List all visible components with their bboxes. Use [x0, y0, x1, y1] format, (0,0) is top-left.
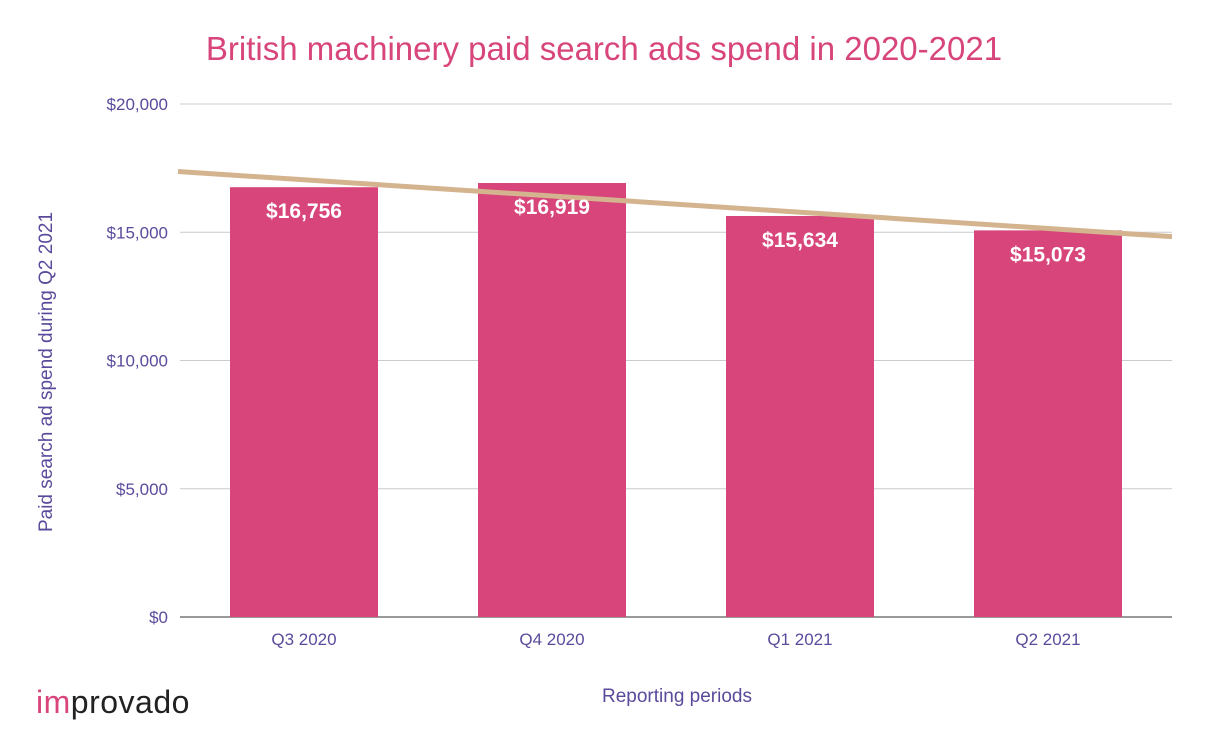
x-tick-label: Q3 2020 — [271, 630, 336, 649]
x-tick-label: Q1 2021 — [767, 630, 832, 649]
bar — [230, 187, 378, 617]
y-axis-ticks: $0 $5,000 $10,000 $15,000 $20,000 — [107, 95, 168, 627]
chart-title: British machinery paid search ads spend … — [205, 30, 1003, 67]
trendline — [177, 169, 1173, 240]
logo-prefix: im — [36, 684, 71, 720]
trendline-layer — [177, 169, 1173, 240]
y-tick-label: $20,000 — [107, 95, 168, 114]
y-tick-label: $0 — [149, 608, 168, 627]
data-label: $16,919 — [514, 196, 590, 219]
data-labels: $16,756 $16,919 $15,634 $15,073 — [266, 196, 1086, 266]
x-axis-title: Reporting periods — [602, 686, 752, 707]
bars — [230, 183, 1122, 617]
bar — [974, 230, 1122, 617]
x-tick-label: Q4 2020 — [519, 630, 584, 649]
data-label: $15,073 — [1010, 243, 1086, 266]
y-axis-title: Paid search ad spend during Q2 2021 — [36, 212, 57, 532]
y-tick-label: $5,000 — [116, 480, 168, 499]
x-tick-label: Q2 2021 — [1015, 630, 1080, 649]
bar — [726, 215, 874, 617]
logo-rest: provado — [70, 684, 190, 720]
x-axis-ticks: Q3 2020 Q4 2020 Q1 2021 Q2 2021 — [271, 630, 1080, 649]
improvado-logo: improvado — [36, 684, 190, 721]
data-label: $15,634 — [762, 229, 838, 252]
bar — [478, 183, 626, 617]
data-label: $16,756 — [266, 200, 342, 223]
y-tick-label: $15,000 — [107, 223, 168, 242]
y-tick-label: $10,000 — [107, 352, 168, 371]
